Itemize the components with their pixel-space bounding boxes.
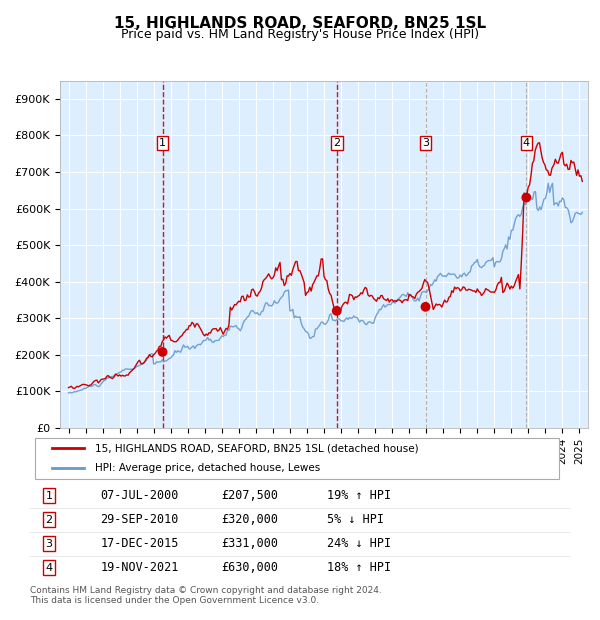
- Text: 1: 1: [46, 490, 52, 500]
- Text: 2: 2: [46, 515, 52, 525]
- Point: [158, 347, 167, 357]
- Text: 07-JUL-2000: 07-JUL-2000: [100, 489, 179, 502]
- Point: [521, 193, 531, 203]
- Text: 3: 3: [422, 138, 429, 148]
- Text: 17-DEC-2015: 17-DEC-2015: [100, 537, 179, 550]
- Text: 4: 4: [46, 563, 52, 573]
- Text: Price paid vs. HM Land Registry's House Price Index (HPI): Price paid vs. HM Land Registry's House …: [121, 28, 479, 41]
- Text: 19-NOV-2021: 19-NOV-2021: [100, 561, 179, 574]
- Text: £331,000: £331,000: [221, 537, 278, 550]
- Text: 29-SEP-2010: 29-SEP-2010: [100, 513, 179, 526]
- Text: £320,000: £320,000: [221, 513, 278, 526]
- Text: 24% ↓ HPI: 24% ↓ HPI: [327, 537, 391, 550]
- Text: 15, HIGHLANDS ROAD, SEAFORD, BN25 1SL: 15, HIGHLANDS ROAD, SEAFORD, BN25 1SL: [114, 16, 486, 30]
- Point: [332, 306, 341, 316]
- Text: 15, HIGHLANDS ROAD, SEAFORD, BN25 1SL (detached house): 15, HIGHLANDS ROAD, SEAFORD, BN25 1SL (d…: [95, 443, 418, 453]
- Text: £207,500: £207,500: [221, 489, 278, 502]
- Text: 1: 1: [159, 138, 166, 148]
- Text: 5% ↓ HPI: 5% ↓ HPI: [327, 513, 384, 526]
- Text: 4: 4: [523, 138, 530, 148]
- Text: £630,000: £630,000: [221, 561, 278, 574]
- FancyBboxPatch shape: [35, 438, 559, 479]
- Text: HPI: Average price, detached house, Lewes: HPI: Average price, detached house, Lewe…: [95, 463, 320, 473]
- Text: 2: 2: [333, 138, 340, 148]
- Text: 18% ↑ HPI: 18% ↑ HPI: [327, 561, 391, 574]
- Text: Contains HM Land Registry data © Crown copyright and database right 2024.
This d: Contains HM Land Registry data © Crown c…: [30, 586, 382, 605]
- Text: 19% ↑ HPI: 19% ↑ HPI: [327, 489, 391, 502]
- Point: [421, 302, 430, 312]
- Text: 3: 3: [46, 539, 52, 549]
